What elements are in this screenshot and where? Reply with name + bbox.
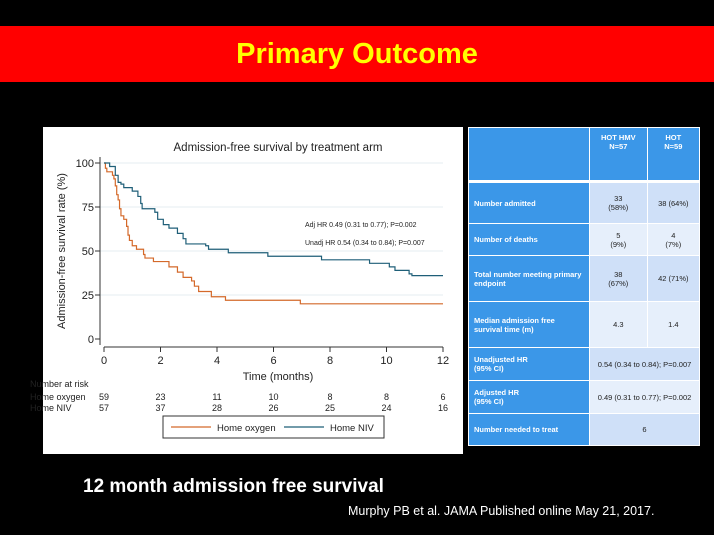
row-label: Number of deaths bbox=[468, 223, 590, 256]
km-chart-svg: Admission-free survival by treatment arm… bbox=[30, 142, 449, 439]
row-value: 0.49 (0.31 to 0.77); P=0.002 bbox=[589, 380, 700, 414]
chart-title: Admission-free survival by treatment arm bbox=[174, 142, 383, 154]
y-tick-label: 25 bbox=[82, 290, 94, 302]
slide-title: Primary Outcome bbox=[0, 26, 714, 82]
y-tick-label: 50 bbox=[82, 246, 94, 258]
row-value-hot: 38 (64%) bbox=[646, 181, 701, 224]
row-value: 0.54 (0.34 to 0.84); P=0.007 bbox=[589, 347, 700, 381]
risk-value: 11 bbox=[212, 392, 221, 402]
km-chart: Admission-free survival by treatment arm… bbox=[30, 127, 463, 454]
slide-subtitle: 12 month admission free survival bbox=[83, 476, 384, 497]
risk-value: 26 bbox=[268, 403, 278, 413]
row-value-hot: 4 (7%) bbox=[646, 223, 701, 256]
risk-value: 59 bbox=[99, 392, 109, 402]
risk-value: 23 bbox=[155, 392, 165, 402]
y-axis-label: Admission-free survival rate (%) bbox=[56, 173, 68, 329]
risk-table-label: Number at risk bbox=[30, 379, 89, 389]
legend-label: Home NIV bbox=[330, 423, 374, 434]
risk-value: 37 bbox=[155, 403, 165, 413]
risk-value: 6 bbox=[440, 392, 445, 402]
row-label: Adjusted HR (95% CI) bbox=[468, 380, 590, 414]
x-tick-label: 10 bbox=[380, 355, 392, 367]
table-header-row: HOT HMV N=57 HOT N=59 bbox=[468, 127, 701, 182]
series-line-home-oxygen bbox=[104, 162, 443, 305]
row-value-hot-hmv: 5 (9%) bbox=[589, 223, 648, 256]
annotation-unadj-hr: Unadj HR 0.54 (0.34 to 0.84); P=0.007 bbox=[305, 240, 425, 247]
annotation-adj-hr: Adj HR 0.49 (0.31 to 0.77); P=0.002 bbox=[305, 222, 417, 229]
row-value: 6 bbox=[589, 413, 700, 446]
table-header: HOT N=59 bbox=[646, 127, 701, 182]
x-tick-label: 8 bbox=[327, 355, 333, 367]
series-line-home-niv bbox=[104, 162, 443, 277]
y-tick-label: 0 bbox=[88, 334, 94, 346]
x-tick-label: 6 bbox=[270, 355, 276, 367]
risk-row-label: Home oxygen bbox=[30, 392, 86, 402]
row-label: Number needed to treat bbox=[468, 413, 590, 446]
risk-row-label: Home NIV bbox=[30, 403, 72, 413]
risk-value: 16 bbox=[438, 403, 448, 413]
row-label: Total number meeting primary endpoint bbox=[468, 255, 590, 302]
legend-label: Home oxygen bbox=[217, 423, 276, 434]
row-value-hot: 42 (71%) bbox=[646, 255, 701, 302]
row-value-hot: 1.4 bbox=[646, 301, 701, 348]
risk-value: 8 bbox=[327, 392, 332, 402]
risk-value: 28 bbox=[212, 403, 222, 413]
row-value-hot-hmv: 33 (58%) bbox=[589, 181, 648, 224]
table-header bbox=[468, 127, 590, 182]
table-row: Number of deaths 5 (9%) 4 (7%) bbox=[468, 223, 701, 256]
citation: Murphy PB et al. JAMA Published online M… bbox=[348, 504, 655, 518]
table-row: Total number meeting primary endpoint 38(… bbox=[468, 255, 701, 302]
row-value-hot-hmv: 4.3 bbox=[589, 301, 648, 348]
risk-value: 8 bbox=[384, 392, 389, 402]
x-tick-label: 0 bbox=[101, 355, 107, 367]
row-label: Number admitted bbox=[468, 181, 590, 224]
x-tick-label: 2 bbox=[157, 355, 163, 367]
outcome-table: HOT HMV N=57 HOT N=59 Number admitted 33 (58%)… bbox=[468, 127, 701, 446]
risk-value: 24 bbox=[381, 403, 391, 413]
legend-box bbox=[162, 415, 385, 439]
x-tick-label: 12 bbox=[437, 355, 449, 367]
table-row: Median admission free survival time (m) 4… bbox=[468, 301, 701, 348]
row-label: Unadjusted HR (95% CI) bbox=[468, 347, 590, 381]
y-tick-label: 75 bbox=[82, 202, 94, 214]
table-row: Number needed to treat 6 bbox=[468, 413, 700, 446]
table-row: Unadjusted HR (95% CI) 0.54 (0.34 to 0.84)… bbox=[468, 347, 700, 381]
y-tick-label: 100 bbox=[76, 158, 94, 170]
row-label: Median admission free survival time (m) bbox=[468, 301, 590, 348]
risk-value: 57 bbox=[99, 403, 109, 413]
row-value-hot-hmv: 38 (67%) bbox=[589, 255, 648, 302]
risk-value: 25 bbox=[325, 403, 335, 413]
table-header: HOT HMV N=57 bbox=[589, 127, 648, 182]
risk-value: 10 bbox=[268, 392, 278, 402]
table-row: Number admitted 33 (58%) 38 (64%) bbox=[468, 181, 701, 224]
table-row: Adjusted HR (95% CI) 0.49 (0.31 to 0.77); … bbox=[468, 380, 700, 414]
x-axis-label: Time (months) bbox=[243, 371, 314, 383]
x-tick-label: 4 bbox=[214, 355, 220, 367]
